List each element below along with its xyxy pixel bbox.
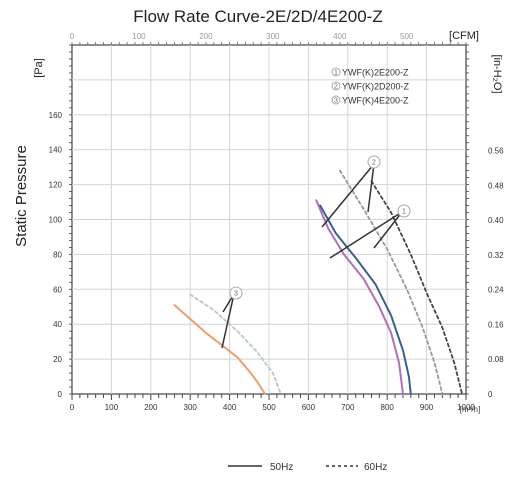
freq-legend-item: 60Hz [326, 462, 387, 473]
series-line-model-2-50hz [319, 204, 412, 395]
model-1-label: YWF(K)2E200-Z [342, 68, 409, 78]
series-line-model-1-50hz [315, 199, 404, 395]
callout-3-badge [229, 286, 243, 300]
top-tick-label: 0 [70, 32, 75, 41]
right-tick-label: 0 [488, 390, 493, 399]
model-1-number: 1 [334, 70, 338, 77]
callout-1-leader [373, 211, 403, 249]
y-tick-label: 120 [49, 181, 63, 190]
model-legend: 1 YWF(K)2E200-Z 2 YWF(K)2D200-Z 3 YWF(K)… [331, 67, 410, 106]
x-axis-unit: [m³/h] [460, 405, 480, 414]
top-tick-label: 300 [266, 32, 280, 41]
y-axis-label: Static Pressure [13, 145, 30, 247]
legend-50hz-label: 50Hz [270, 462, 293, 473]
y-tick-label: 0 [58, 390, 63, 399]
right-tick-label: 0.40 [488, 216, 504, 225]
y-tick-label: 80 [53, 250, 62, 259]
right-tick-label: 0.24 [488, 286, 504, 295]
series-group [173, 169, 464, 395]
right-tick-label: 0.08 [488, 355, 504, 364]
x-tick-label: 0 [70, 403, 75, 412]
callout-2-leader [367, 163, 375, 213]
grid [69, 42, 469, 400]
model-legend-item: 1 YWF(K)2E200-Z [331, 67, 409, 78]
freq-legend: 50Hz 60Hz [228, 462, 387, 473]
top-tick-label: 400 [333, 32, 347, 41]
right-axis-unit: [in-H₂O] [491, 54, 503, 93]
callout-1-badge [397, 204, 411, 218]
callout-2-number: 2 [372, 160, 376, 167]
callout-group [221, 163, 403, 349]
model-legend-item: 3 YWF(K)4E200-Z [331, 95, 409, 106]
x-tick-label: 300 [184, 403, 198, 412]
top-tick-label: 500 [400, 32, 414, 41]
x-tick-label: 1000 [457, 403, 475, 412]
x-tick-label: 400 [223, 403, 237, 412]
callout-1-leader [329, 211, 403, 259]
y-tick-label: 100 [49, 216, 63, 225]
callout-3-leader [221, 293, 235, 349]
right-tick-label: 0.56 [488, 147, 504, 156]
top-tick-label: 200 [199, 32, 213, 41]
top-tick-label: 100 [132, 32, 146, 41]
model-2-badge [331, 81, 341, 91]
legend-60hz-label: 60Hz [364, 462, 387, 473]
callout-2-leader [321, 163, 375, 228]
y-axis-unit: [Pa] [33, 58, 45, 78]
right-tick-label: 0.48 [488, 181, 504, 190]
model-2-number: 2 [334, 84, 338, 91]
model-legend-item: 2 YWF(K)2D200-Z [331, 81, 410, 92]
ticks: 0 100 200 300 400 500 600 700 800 900 100002040608… [49, 32, 504, 412]
top-axis-unit: [CFM] [449, 30, 479, 42]
x-tick-label: 900 [420, 403, 434, 412]
freq-legend-item: 50Hz [228, 462, 293, 473]
x-tick-label: 700 [341, 403, 355, 412]
model-3-label: YWF(K)4E200-Z [342, 96, 409, 106]
model-1-badge [331, 67, 341, 77]
y-tick-label: 60 [53, 285, 62, 294]
right-tick-label: 0.16 [488, 320, 504, 329]
series-line-model-1-60hz [338, 169, 444, 395]
y-tick-label: 160 [49, 111, 63, 120]
y-tick-label: 20 [53, 355, 62, 364]
model-2-label: YWF(K)2D200-Z [342, 82, 410, 92]
y-tick-label: 40 [53, 320, 62, 329]
y-tick-label: 140 [49, 146, 63, 155]
x-tick-label: 100 [105, 403, 119, 412]
right-tick-label: 0.32 [488, 251, 504, 260]
callout-3-number: 3 [234, 291, 238, 298]
x-tick-label: 500 [262, 403, 276, 412]
x-tick-label: 600 [302, 403, 316, 412]
callout-1-number: 1 [402, 209, 406, 216]
x-tick-label: 800 [381, 403, 395, 412]
model-3-badge [331, 95, 341, 105]
series-line-model-3-50hz [173, 304, 267, 395]
series-line-model-3-60hz [189, 293, 282, 395]
callout-badges: 2 1 3 [229, 155, 411, 300]
model-3-number: 3 [334, 98, 338, 105]
x-tick-label: 200 [144, 403, 158, 412]
series-line-model-2-60hz [370, 180, 464, 395]
chart-title: Flow Rate Curve-2E/2D/4E200-Z [133, 7, 382, 26]
callout-2-badge [367, 155, 381, 169]
